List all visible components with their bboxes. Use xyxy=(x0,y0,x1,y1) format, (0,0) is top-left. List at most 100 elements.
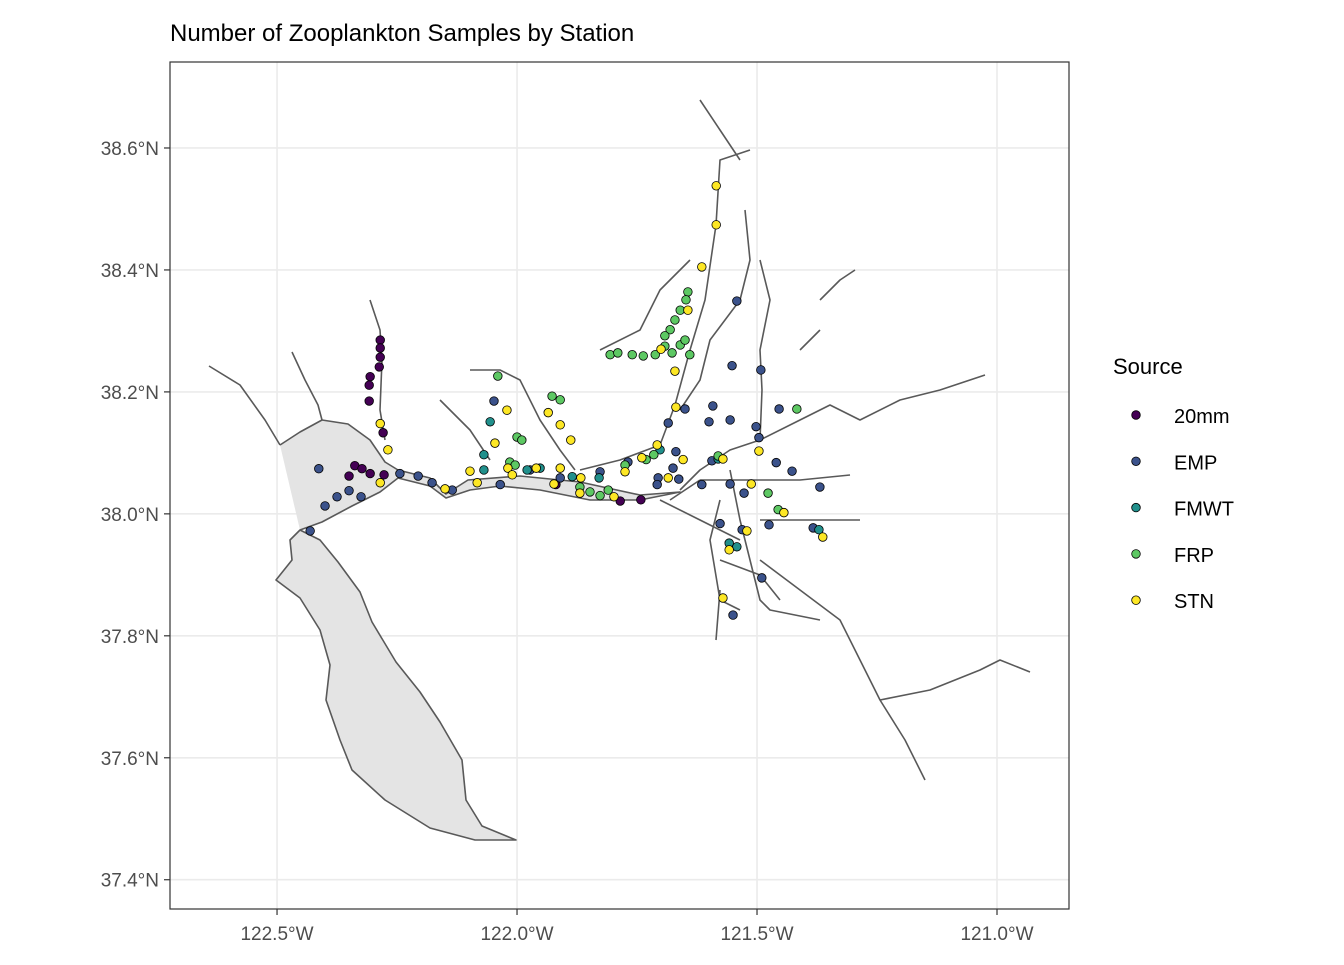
station-point-emp xyxy=(427,478,437,488)
station-point-frp xyxy=(763,488,773,498)
station-point-emp xyxy=(715,518,725,529)
station-point-20mm xyxy=(365,371,375,382)
x-tick-label: 121.0°W xyxy=(960,924,1033,945)
station-point-frp xyxy=(517,435,527,445)
station-point-frp xyxy=(650,349,660,360)
y-tick-label: 37.8°N xyxy=(101,627,159,648)
station-point-stn xyxy=(779,507,789,518)
station-point-20mm xyxy=(374,362,384,372)
legend-key xyxy=(1131,456,1141,467)
station-point-stn xyxy=(718,593,728,603)
station-point-fmwt xyxy=(567,471,577,482)
chart-title: Number of Zooplankton Samples by Station xyxy=(170,20,634,47)
station-point-emp xyxy=(708,401,718,411)
station-point-frp xyxy=(685,349,695,360)
station-point-stn xyxy=(555,463,565,473)
station-point-frp xyxy=(638,351,648,361)
legend: Source 20mm EMP FMWT FRP STN xyxy=(1113,354,1234,613)
station-point-fmwt xyxy=(479,450,489,460)
station-point-frp xyxy=(649,450,659,460)
station-point-frp xyxy=(613,348,623,358)
station-point-emp xyxy=(413,471,423,481)
station-point-fmwt xyxy=(594,473,604,483)
station-point-frp xyxy=(683,287,693,297)
station-point-emp xyxy=(764,520,774,530)
y-tick-label: 38.2°N xyxy=(101,383,159,404)
station-point-stn xyxy=(711,220,721,230)
station-point-stn xyxy=(678,454,688,465)
station-point-fmwt xyxy=(485,417,495,427)
station-point-emp xyxy=(697,479,707,490)
station-point-emp xyxy=(815,482,825,492)
station-point-emp xyxy=(356,492,366,502)
y-tick-label: 37.6°N xyxy=(101,749,159,770)
y-tick-label: 38.6°N xyxy=(101,139,159,160)
station-point-emp xyxy=(489,396,499,406)
station-point-stn xyxy=(472,478,482,488)
station-point-stn xyxy=(742,526,752,536)
station-point-emp xyxy=(725,479,735,489)
legend-key xyxy=(1131,502,1141,513)
legend-item-20mm: 20mm xyxy=(1131,406,1230,428)
station-point-20mm xyxy=(379,470,389,480)
legend-label: 20mm xyxy=(1174,406,1230,428)
legend-item-emp: EMP xyxy=(1131,452,1217,474)
station-point-stn xyxy=(576,473,586,483)
station-point-stn xyxy=(465,466,475,476)
station-point-emp xyxy=(732,296,742,306)
legend-item-frp: FRP xyxy=(1131,545,1214,567)
station-point-emp xyxy=(704,417,714,427)
station-point-frp xyxy=(680,335,690,345)
station-point-frp xyxy=(660,331,670,341)
station-point-frp xyxy=(585,487,595,497)
station-point-20mm xyxy=(378,428,388,438)
legend-label: FRP xyxy=(1174,545,1214,567)
station-point-stn xyxy=(502,405,512,415)
station-point-emp xyxy=(668,463,678,473)
station-point-emp xyxy=(652,479,662,490)
station-point-stn xyxy=(375,478,385,488)
station-point-stn xyxy=(818,532,828,542)
station-point-20mm xyxy=(375,343,385,353)
station-point-stn xyxy=(711,181,721,191)
station-point-stn xyxy=(652,440,662,450)
station-point-stn xyxy=(549,479,559,489)
station-point-emp xyxy=(395,468,405,479)
station-point-frp xyxy=(493,371,503,381)
station-point-frp xyxy=(667,348,677,358)
station-point-stn xyxy=(566,435,576,445)
station-point-emp xyxy=(674,474,684,484)
station-point-stn xyxy=(637,453,647,463)
station-point-emp xyxy=(751,421,761,432)
station-point-emp xyxy=(728,610,738,620)
station-point-emp xyxy=(555,473,565,483)
station-point-emp xyxy=(756,365,766,375)
station-point-frp xyxy=(555,395,565,405)
station-point-stn xyxy=(609,492,619,502)
station-point-stn xyxy=(746,479,756,489)
legend-label: EMP xyxy=(1174,452,1217,474)
station-point-emp xyxy=(671,446,681,457)
y-tick-label: 38.4°N xyxy=(101,261,159,282)
station-point-stn xyxy=(490,438,500,448)
x-tick-label: 122.0°W xyxy=(480,924,553,945)
station-point-emp xyxy=(739,488,749,498)
x-tick-label: 122.5°W xyxy=(240,924,313,945)
station-point-stn xyxy=(754,446,764,456)
station-point-frp xyxy=(547,391,557,401)
station-point-stn xyxy=(507,470,517,480)
axes: 122.5°W 122.0°W 121.5°W 121.0°W 38.6°N 38.4°N… xyxy=(101,139,1034,945)
station-point-emp xyxy=(663,418,673,428)
station-point-emp xyxy=(320,501,330,511)
x-tick-label: 121.5°W xyxy=(720,924,793,945)
station-point-emp xyxy=(754,432,764,443)
station-point-emp xyxy=(725,415,735,425)
station-point-emp xyxy=(332,492,342,502)
station-point-20mm xyxy=(357,464,367,474)
station-point-emp xyxy=(774,404,784,414)
station-point-stn xyxy=(671,402,681,412)
station-point-stn xyxy=(531,463,541,473)
station-point-20mm xyxy=(344,471,354,481)
station-point-20mm xyxy=(636,495,646,505)
